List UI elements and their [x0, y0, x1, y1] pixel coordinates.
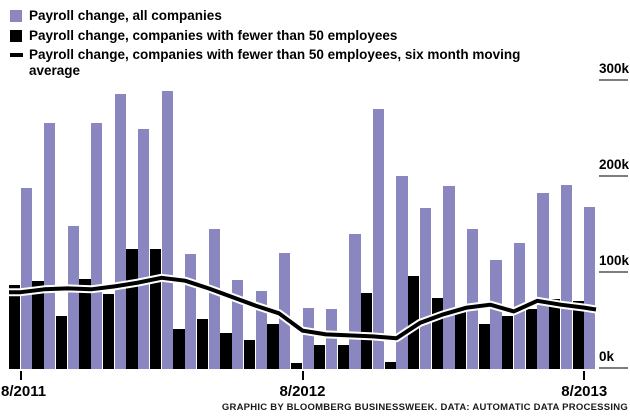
bar-small-companies [290, 363, 302, 369]
bar-all-companies [208, 228, 220, 369]
legend-swatch-moving-average-icon [10, 53, 23, 57]
bar-all-companies [537, 193, 549, 369]
bar-small-companies [220, 332, 232, 369]
bar-small-companies [267, 323, 279, 369]
bar-all-companies [91, 123, 103, 369]
y-axis-label: 200k [599, 158, 629, 177]
x-axis-tick [301, 371, 304, 380]
y-axis-label: 0k [599, 350, 628, 369]
bar-all-companies [349, 233, 361, 369]
bar-small-companies [9, 285, 21, 369]
plot-area [9, 60, 597, 369]
bar-small-companies [502, 316, 514, 369]
footer-credit: GRAPHIC BY BLOOMBERG BUSINESSWEEK. DATA:… [221, 402, 628, 413]
bar-all-companies [67, 225, 79, 369]
bar-small-companies [337, 345, 349, 369]
x-axis-label: 8/2013 [561, 383, 608, 400]
bar-all-companies [114, 94, 126, 369]
bar-all-companies [560, 184, 572, 369]
bar-small-companies [126, 249, 138, 369]
bar-all-companies [138, 129, 150, 369]
bar-all-companies [279, 252, 291, 369]
legend-item-moving-average: Payroll change, companies with fewer tha… [10, 47, 530, 78]
x-axis-label: 8/2011 [1, 383, 47, 400]
bar-small-companies [196, 319, 209, 369]
bar-small-companies [149, 249, 162, 369]
bar-all-companies [325, 309, 338, 369]
bar-small-companies [173, 328, 185, 369]
bar-small-companies [102, 294, 115, 369]
bar-small-companies [408, 275, 420, 369]
bar-small-companies [243, 340, 256, 369]
bar-small-companies [55, 316, 68, 369]
bar-all-companies [372, 108, 385, 369]
bar-small-companies [455, 311, 467, 369]
x-axis-tick [19, 371, 22, 380]
y-axis-label: 100k [599, 254, 629, 273]
bar-all-companies [396, 176, 408, 369]
bar-all-companies [584, 206, 596, 369]
legend-label-moving-average: Payroll change, companies with fewer tha… [29, 47, 521, 78]
bar-small-companies [572, 300, 584, 369]
bar-small-companies [549, 298, 561, 369]
x-axis-tick [583, 371, 586, 380]
legend-item-all-companies: Payroll change, all companies [10, 8, 530, 24]
bar-small-companies [384, 362, 396, 369]
legend: Payroll change, all companies Payroll ch… [10, 8, 610, 82]
bar-small-companies [361, 293, 373, 369]
bar-all-companies [185, 253, 197, 369]
bar-all-companies [255, 291, 267, 369]
bar-all-companies [232, 279, 244, 369]
bar-small-companies [431, 297, 443, 369]
legend-item-small-companies: Payroll change, companies with fewer tha… [10, 28, 530, 44]
bar-all-companies [490, 259, 502, 369]
legend-label-small-companies: Payroll change, companies with fewer tha… [29, 27, 398, 43]
bar-small-companies [32, 280, 44, 369]
bar-all-companies [466, 228, 479, 369]
legend-swatch-small-companies-icon [10, 29, 22, 42]
bar-small-companies [525, 309, 537, 369]
bar-small-companies [314, 345, 326, 369]
bar-small-companies [478, 323, 490, 369]
bar-small-companies [79, 278, 91, 369]
bar-all-companies [419, 207, 432, 369]
bar-all-companies [443, 185, 455, 369]
bar-all-companies [161, 90, 173, 369]
x-axis-label: 8/2012 [279, 383, 326, 400]
bar-all-companies [20, 187, 32, 369]
bar-all-companies [302, 307, 314, 369]
legend-label-all-companies: Payroll change, all companies [29, 8, 222, 23]
y-axis-label: 300k [599, 62, 629, 81]
bar-all-companies [513, 243, 526, 369]
legend-swatch-all-companies-icon [10, 10, 22, 22]
bar-all-companies [44, 123, 56, 369]
